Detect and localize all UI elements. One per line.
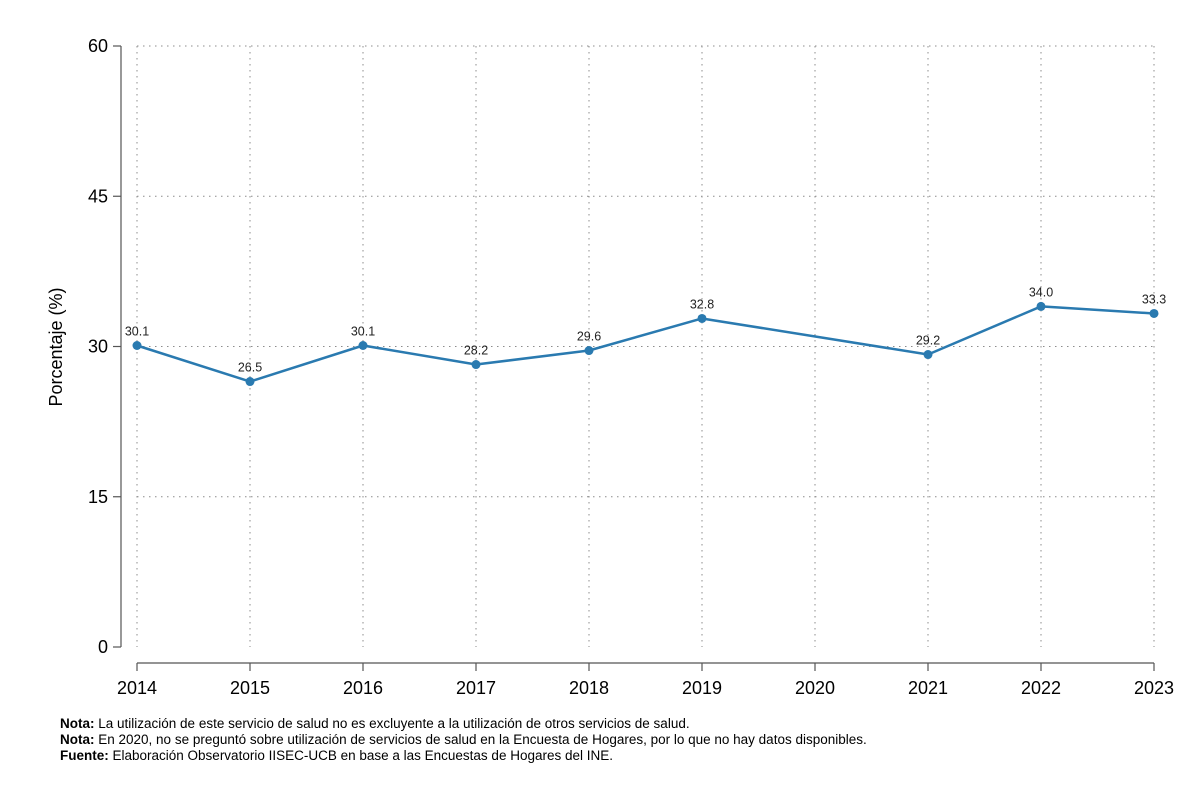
note-1: Nota: La utilización de este servicio de…	[60, 716, 867, 732]
data-label: 30.1	[351, 324, 375, 338]
data-point	[923, 350, 933, 360]
x-tick-label: 2017	[456, 678, 496, 698]
y-tick-label: 45	[88, 186, 108, 206]
data-point	[358, 340, 368, 350]
footnotes: Nota: La utilización de este servicio de…	[60, 716, 867, 764]
series-line	[136, 305, 1155, 383]
x-tick-label: 2023	[1134, 678, 1174, 698]
data-label: 33.3	[1142, 292, 1166, 306]
source-label: Fuente:	[60, 748, 109, 763]
y-tick-label: 60	[88, 36, 108, 56]
data-point	[245, 377, 255, 387]
x-tick-label: 2014	[117, 678, 157, 698]
data-point	[471, 360, 481, 370]
y-tick-label: 0	[98, 637, 108, 657]
y-tick-label: 30	[88, 337, 108, 357]
x-tick-label: 2022	[1021, 678, 1061, 698]
data-label: 32.8	[690, 297, 714, 311]
data-point	[697, 313, 707, 323]
source-text: Elaboración Observatorio IISEC-UCB en ba…	[108, 748, 614, 763]
axes	[113, 45, 1155, 671]
series: 30.1 26.5 30.1 28.2 29.6 32.8 29.2 34.0 33.3	[125, 285, 1166, 387]
data-label: 29.2	[916, 334, 940, 348]
data-label: 34.0	[1029, 285, 1053, 299]
note-1-label: Nota:	[60, 716, 95, 731]
grid-lines	[136, 45, 1155, 647]
y-axis-label: Porcentaje (%)	[46, 287, 66, 406]
x-tick-label: 2016	[343, 678, 383, 698]
tick-labels: 0 15 30 45 60 2014 2015 2016 2017 2018 2019 2020 202…	[88, 36, 1174, 698]
note-2-label: Nota:	[60, 732, 95, 747]
note-2-text: En 2020, no se preguntó sobre utilizació…	[94, 732, 867, 747]
data-label: 28.2	[464, 344, 488, 358]
source-note: Fuente: Elaboración Observatorio IISEC-U…	[60, 748, 867, 764]
data-label: 26.5	[238, 361, 262, 375]
data-point	[1036, 301, 1046, 311]
data-point	[584, 346, 594, 356]
x-tick-label: 2019	[682, 678, 722, 698]
data-label: 29.6	[577, 330, 601, 344]
x-tick-label: 2020	[795, 678, 835, 698]
note-1-text: La utilización de este servicio de salud…	[94, 716, 690, 731]
data-point	[132, 340, 142, 350]
x-tick-label: 2018	[569, 678, 609, 698]
data-label: 30.1	[125, 324, 149, 338]
data-point	[1149, 308, 1159, 318]
x-tick-label: 2021	[908, 678, 948, 698]
y-tick-label: 15	[88, 487, 108, 507]
note-2: Nota: En 2020, no se preguntó sobre util…	[60, 732, 867, 748]
x-tick-label: 2015	[230, 678, 270, 698]
